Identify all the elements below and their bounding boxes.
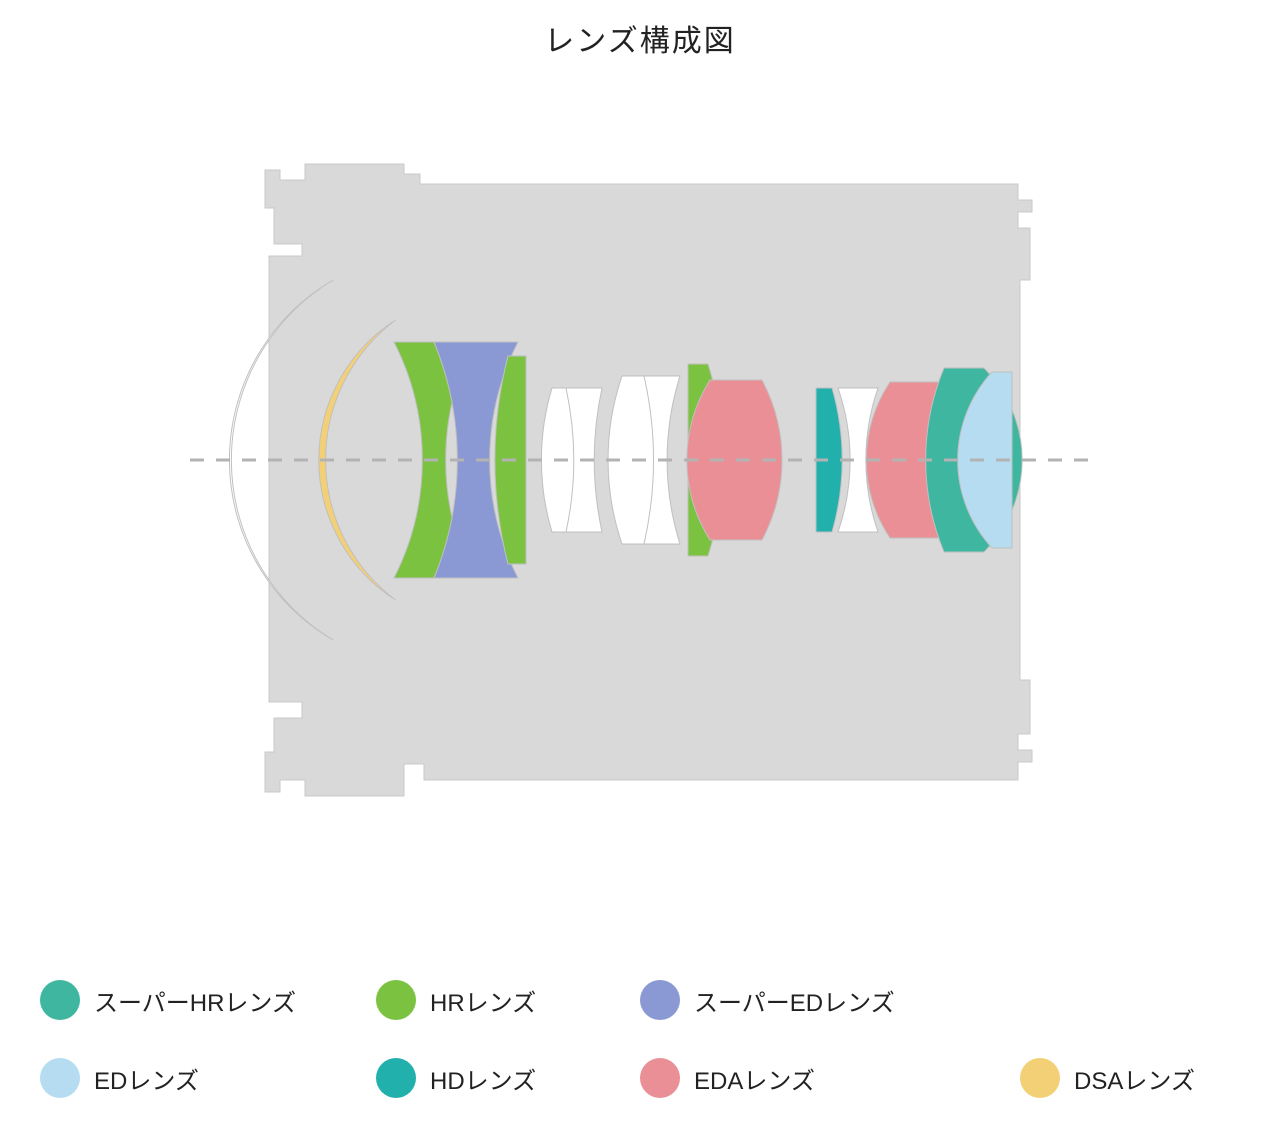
legend-label: DSAレンズ (1074, 1061, 1195, 1096)
legend-swatch (40, 980, 80, 1020)
legend-item: スーパーHRレンズ (40, 980, 296, 1020)
lens-diagram (0, 120, 1280, 820)
legend-label: EDAレンズ (694, 1061, 815, 1096)
legend-swatch (376, 1058, 416, 1098)
lens-construction-figure: レンズ構成図 スーパーHRレンズ HRレンズ スーパーEDレンズ EDレンズ HDレンズ… (0, 0, 1280, 1131)
legend-row: EDレンズ HDレンズ EDAレンズ DSAレンズ (20, 1058, 1260, 1108)
legend-item: HDレンズ (376, 1058, 536, 1098)
legend-swatch (640, 980, 680, 1020)
legend-label: スーパーHRレンズ (94, 983, 296, 1018)
legend: スーパーHRレンズ HRレンズ スーパーEDレンズ EDレンズ HDレンズ EDAレンズ D… (20, 980, 1260, 1136)
legend-swatch (40, 1058, 80, 1098)
legend-item: HRレンズ (376, 980, 536, 1020)
legend-row: スーパーHRレンズ HRレンズ スーパーEDレンズ (20, 980, 1260, 1030)
legend-label: スーパーEDレンズ (694, 983, 895, 1018)
legend-label: HDレンズ (430, 1061, 536, 1096)
legend-swatch (1020, 1058, 1060, 1098)
legend-item: DSAレンズ (1020, 1058, 1195, 1098)
legend-swatch (376, 980, 416, 1020)
figure-title: レンズ構成図 (0, 16, 1280, 60)
legend-item: スーパーEDレンズ (640, 980, 895, 1020)
lens-diagram-svg (0, 120, 1280, 820)
legend-swatch (640, 1058, 680, 1098)
legend-label: HRレンズ (430, 983, 536, 1018)
legend-item: EDレンズ (40, 1058, 199, 1098)
legend-item: EDAレンズ (640, 1058, 815, 1098)
legend-label: EDレンズ (94, 1061, 199, 1096)
